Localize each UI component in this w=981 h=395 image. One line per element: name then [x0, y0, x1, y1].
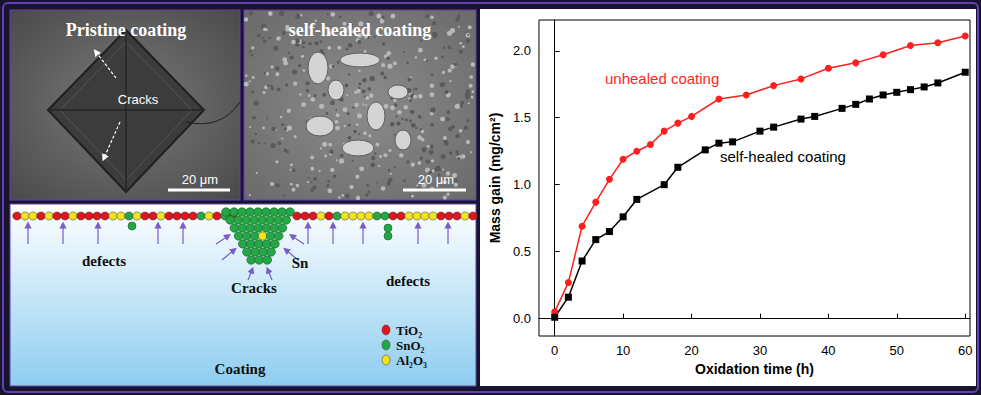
- svg-text:Sn: Sn: [292, 255, 309, 271]
- svg-text:2.0: 2.0: [513, 43, 531, 58]
- svg-text:TiO₂: TiO₂: [396, 323, 422, 338]
- svg-text:SnO₂: SnO₂: [396, 338, 425, 353]
- svg-text:self-healed coating: self-healed coating: [289, 20, 431, 40]
- svg-text:Cracks: Cracks: [118, 92, 159, 107]
- svg-text:0.5: 0.5: [513, 244, 531, 259]
- svg-text:60: 60: [958, 343, 972, 358]
- svg-text:10: 10: [616, 343, 630, 358]
- svg-text:Cracks: Cracks: [231, 280, 277, 296]
- svg-text:1.0: 1.0: [513, 177, 531, 192]
- svg-text:20 μm: 20 μm: [418, 172, 454, 187]
- svg-text:unhealed coating: unhealed coating: [605, 70, 719, 87]
- svg-text:defects: defects: [386, 273, 430, 289]
- svg-text:Al₂O₃: Al₂O₃: [396, 353, 427, 368]
- svg-text:0: 0: [551, 343, 558, 358]
- svg-text:50: 50: [890, 343, 904, 358]
- svg-text:0.0: 0.0: [513, 311, 531, 326]
- svg-text:40: 40: [821, 343, 835, 358]
- svg-text:self-healed coating: self-healed coating: [720, 148, 846, 165]
- svg-text:defects: defects: [82, 253, 126, 269]
- svg-text:Oxidation time (h): Oxidation time (h): [695, 361, 814, 377]
- svg-text:20: 20: [684, 343, 698, 358]
- svg-text:Pristine coating: Pristine coating: [66, 20, 186, 40]
- svg-text:Coating: Coating: [215, 361, 266, 377]
- svg-text:20 μm: 20 μm: [182, 172, 218, 187]
- svg-text:30: 30: [753, 343, 767, 358]
- svg-text:1.5: 1.5: [513, 110, 531, 125]
- svg-text:Mass gain (mg/cm²): Mass gain (mg/cm²): [487, 113, 503, 244]
